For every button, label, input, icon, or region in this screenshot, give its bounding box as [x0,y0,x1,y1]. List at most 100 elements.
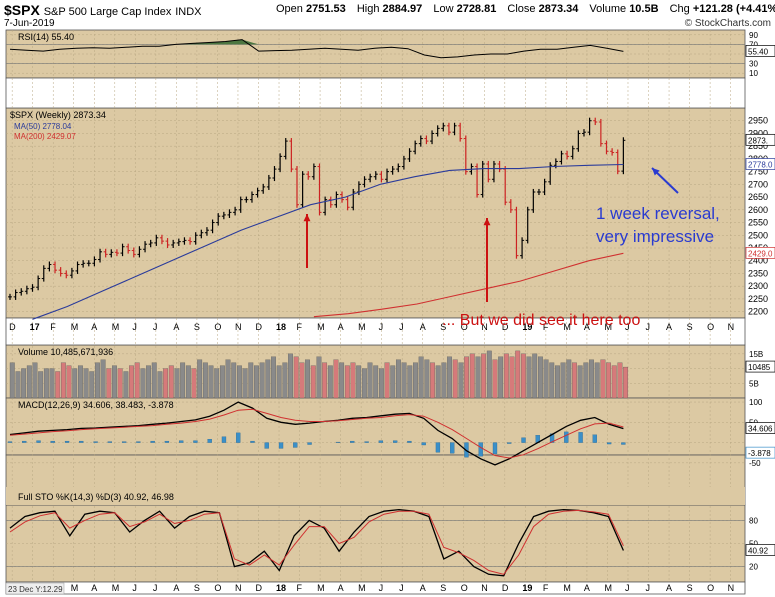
volume-bar [49,368,55,399]
x-tick-label: J [399,322,404,332]
volume-bar [134,362,140,399]
arrow-feb-2018-head [303,214,311,222]
x-tick-label-bottom: J [153,583,158,593]
volume-bar [66,365,72,399]
macd-histogram-bar [136,441,141,443]
x-tick-label: F [50,322,56,332]
x-tick-label: N [728,322,735,332]
volume-bar [100,359,106,399]
macd-histogram-bar [36,440,41,443]
sto-y-tick: 20 [749,563,758,572]
volume-y-tick: 15B [749,350,763,359]
volume-bar [503,353,509,399]
x-tick-label: J [625,322,630,332]
volume-bar [259,362,265,399]
sto-value-tag-text: 40.92 [748,546,769,555]
volume-bar [60,362,66,399]
volume-bar [464,356,470,399]
price-panel-bg [5,107,746,319]
x-tick-label: O [214,322,221,332]
macd-y-tick: -50 [749,459,761,468]
x-tick-label: M [358,322,366,332]
macd-histogram-bar [621,442,626,445]
sto-y-tick: 80 [749,516,758,525]
macd-histogram-bar [150,440,155,443]
price-y-tick: 2350 [748,268,768,278]
volume-bar [566,359,572,399]
macd-hist-tag-text: -3.878 [748,449,771,458]
x-tick-label: M [317,322,325,332]
sto-label-strip [6,487,745,505]
macd-histogram-bar [79,440,84,443]
volume-bar [316,356,322,399]
volume-bar [600,359,606,399]
x-tick-label-bottom: O [214,583,221,593]
x-tick-label-bottom: J [132,583,137,593]
sto-value-tag [745,544,775,556]
macd-histogram-bar [179,440,184,443]
volume-bar [305,359,310,399]
x-tick-label-bottom: A [666,583,672,593]
macd-histogram-bar [407,440,412,443]
x-tick-label-bottom: M [71,583,79,593]
x-tick-label-bottom: A [584,583,590,593]
macd-histogram-bar [364,441,369,443]
footer-stamp: 23 Dec Y:12.29 [8,585,63,594]
ma50-line [32,163,624,320]
macd-label: MACD(12,26,9) 34.606, 38.483, -3.878 [18,400,174,410]
macd-histogram-bar [350,440,355,443]
rsi-line [9,39,624,59]
volume-bar [180,362,186,399]
volume-bar [611,365,617,399]
ma200-line [313,252,624,318]
close-value: 2873.34 [538,3,579,15]
volume-bar [265,359,271,399]
price-y-tick: 2750 [748,167,768,177]
volume-bar [310,365,316,399]
volume-bar [151,362,157,399]
volume-bar [452,359,458,399]
index-name: S&P 500 Large Cap Index [43,6,172,18]
volume-bar [401,362,407,399]
volume-bar [9,362,15,399]
volume-bar [129,365,134,399]
x-tick-label: A [420,322,426,332]
volume-bar [185,365,191,399]
macd-histogram-bar [164,440,170,443]
volume-bar [617,362,623,399]
volume-bar [475,356,481,399]
x-tick-label-bottom: N [728,583,735,593]
rsi-value-tag [745,45,775,57]
volume-bar [373,365,379,399]
x-tick-label: S [687,322,693,332]
macd-histogram-bar [264,442,269,449]
macd-histogram-bar [378,440,384,443]
price-y-tick: 2900 [748,128,768,138]
volume-bar [168,365,174,399]
price-value-tag [745,246,775,259]
volume-bar [15,371,21,399]
high-value: 2884.97 [382,3,423,15]
macd-histogram-bar [435,442,441,453]
stockcharts-logo: © StockCharts.com [684,18,771,29]
arrow-oct-2018-head [483,218,491,226]
volume-bar [486,350,492,399]
volume-bar [520,353,526,399]
volume-label: Volume 10,485,671,936 [18,347,113,357]
volume-bar [481,353,487,399]
macd-histogram-bar [293,442,298,448]
macd-histogram-bar [606,442,612,445]
rsi-y-tick: 30 [749,60,758,69]
x-tick-label-bottom: M [604,583,612,593]
volume-bar [532,353,538,399]
volume-bar [112,365,117,399]
macd-value-tag-text: 34.606 [748,425,773,434]
volume-bar [293,356,299,399]
volume-bar [430,362,435,399]
price-y-tick: 2300 [748,281,768,291]
volume-bar [509,356,515,399]
macd-histogram-bar [207,439,212,443]
x-tick-label-bottom: J [379,583,384,593]
volume-bar [89,371,95,399]
